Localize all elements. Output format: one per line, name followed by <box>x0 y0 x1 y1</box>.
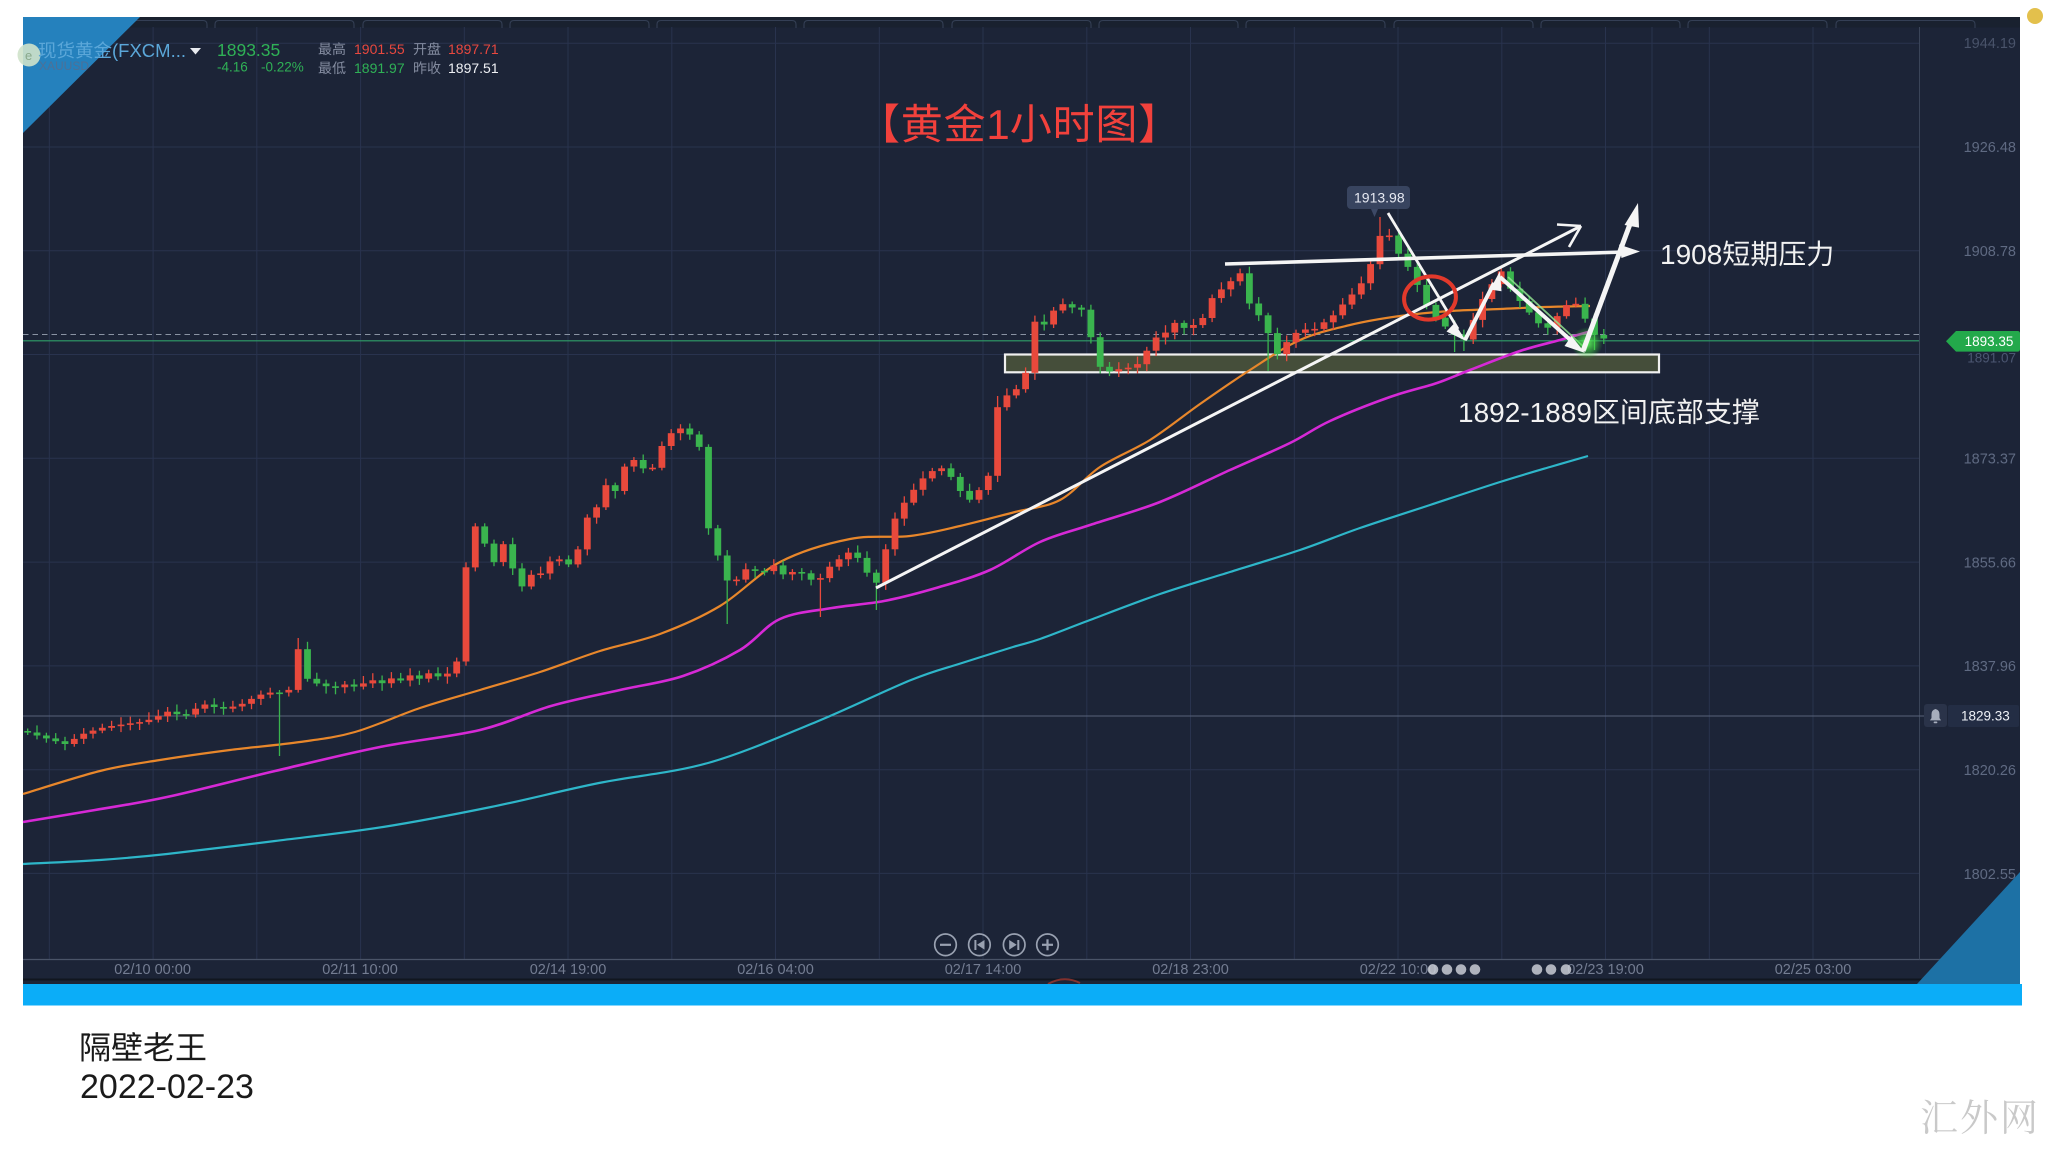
svg-text:02/11 10:00: 02/11 10:00 <box>322 962 398 978</box>
svg-text:XAUUSD: XAUUSD <box>39 59 89 73</box>
svg-text:1901.55: 1901.55 <box>354 41 405 57</box>
svg-text:02/18 23:00: 02/18 23:00 <box>1152 962 1229 978</box>
svg-text:1944.19: 1944.19 <box>1964 36 2016 52</box>
svg-text:02/22 10:00: 02/22 10:00 <box>1360 962 1437 978</box>
svg-text:-0.22%: -0.22% <box>261 60 304 75</box>
svg-text:1908.78: 1908.78 <box>1964 244 2016 260</box>
svg-text:1897.71: 1897.71 <box>448 41 499 57</box>
svg-text:1892-1889: 1892-1889 <box>1458 397 1592 428</box>
svg-text:02/25 03:00: 02/25 03:00 <box>1775 962 1852 978</box>
svg-text:02/10 00:00: 02/10 00:00 <box>114 962 191 978</box>
svg-text:02/16 04:00: 02/16 04:00 <box>737 962 814 978</box>
svg-text:-4.16: -4.16 <box>217 60 248 75</box>
svg-text:1891.07: 1891.07 <box>1967 351 2016 366</box>
svg-text:1893.35: 1893.35 <box>217 40 280 60</box>
svg-text:1837.96: 1837.96 <box>1964 659 2016 675</box>
svg-text:2022-02-23: 2022-02-23 <box>80 1068 254 1106</box>
svg-text:1926.48: 1926.48 <box>1964 140 2016 156</box>
svg-text:02/17 14:00: 02/17 14:00 <box>945 962 1022 978</box>
svg-text:1891.97: 1891.97 <box>354 60 405 76</box>
svg-text:1873.37: 1873.37 <box>1964 452 2016 468</box>
svg-text:1: 1 <box>986 101 1009 148</box>
svg-text:1897.51: 1897.51 <box>448 60 499 76</box>
svg-text:02/23 19:00: 02/23 19:00 <box>1567 962 1644 978</box>
svg-text:1802.55: 1802.55 <box>1964 867 2016 883</box>
svg-text:1913.98: 1913.98 <box>1354 190 1405 206</box>
svg-text:02/14 19:00: 02/14 19:00 <box>530 962 607 978</box>
svg-text:1855.66: 1855.66 <box>1964 555 2016 571</box>
svg-text:1820.26: 1820.26 <box>1964 763 2016 779</box>
svg-text:1829.33: 1829.33 <box>1961 709 2010 724</box>
svg-text:1908: 1908 <box>1660 239 1722 270</box>
svg-text:e: e <box>25 48 32 63</box>
svg-text:1893.35: 1893.35 <box>1965 334 2014 349</box>
svg-text:(FXCM...: (FXCM... <box>112 40 186 61</box>
